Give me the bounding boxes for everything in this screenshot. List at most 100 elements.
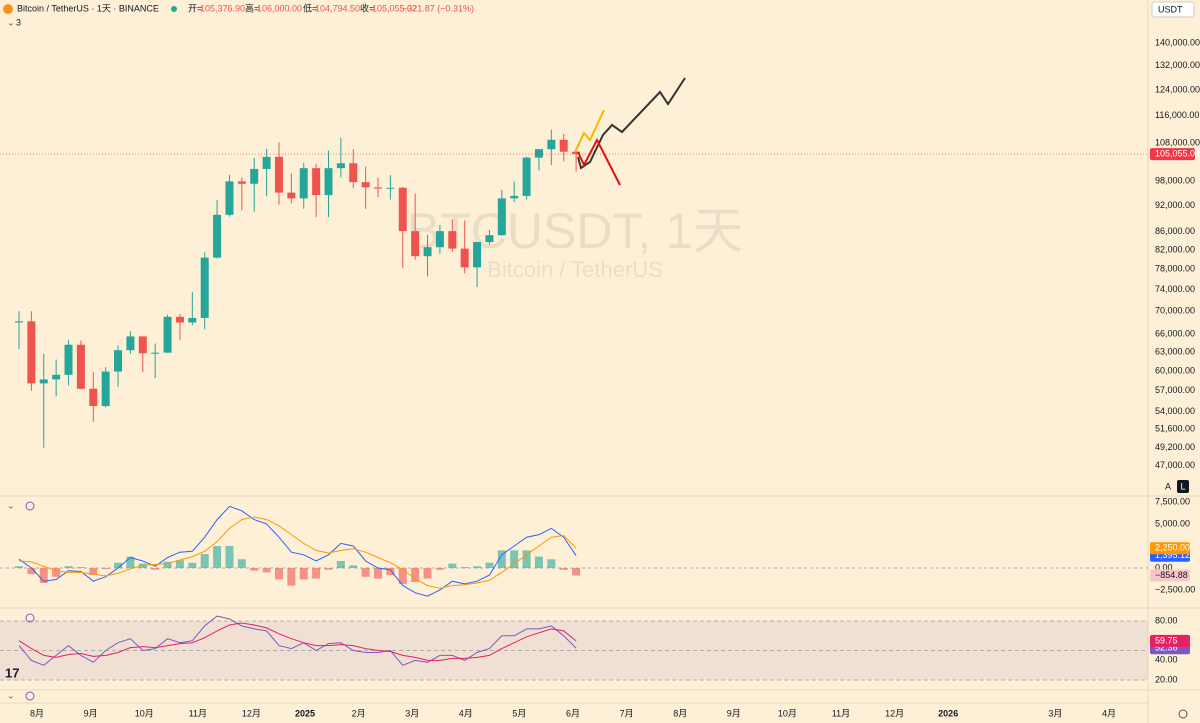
watermark-subtitle: Bitcoin / TetherUS [487, 257, 663, 282]
y-tick-label: 140,000.00 [1155, 37, 1200, 47]
histogram-bar [386, 568, 395, 576]
indicator-icon[interactable] [25, 691, 35, 701]
rsi-line [18, 615, 577, 666]
candle-body [64, 344, 73, 375]
ohlc-label: 收= [360, 2, 374, 13]
indicator-icon[interactable] [25, 501, 35, 511]
histogram-bar [423, 568, 432, 579]
candle-body [572, 151, 581, 155]
drawing-yellow [574, 109, 605, 153]
x-tick-label: 2月 [352, 708, 366, 718]
histogram-bar [522, 550, 531, 569]
candle-body [448, 231, 457, 249]
candle-body [27, 321, 36, 384]
logo: 17 [5, 665, 19, 680]
candle-body [547, 139, 556, 150]
status-dot [171, 6, 177, 12]
candle-body [126, 336, 135, 351]
candle-body [287, 192, 296, 199]
histogram-bar [287, 568, 296, 586]
candle-body [349, 163, 358, 183]
histogram-bar [15, 566, 23, 569]
histogram-bar [361, 568, 370, 577]
auto-button[interactable]: A [1165, 481, 1171, 491]
currency-box[interactable] [1151, 1, 1195, 18]
price-tag-label: 52.36 [1155, 643, 1178, 653]
x-tick-label: 10月 [135, 708, 154, 718]
candle-body [250, 168, 259, 184]
x-tick-label: 4月 [1102, 708, 1116, 718]
candle-body [559, 139, 568, 152]
y-tick-label: 54,000.00 [1155, 406, 1195, 416]
currency[interactable]: USDT [1158, 4, 1183, 14]
candle-body [138, 336, 147, 354]
candle-body [15, 321, 23, 323]
x-tick-label: 7月 [620, 708, 634, 718]
candle-body [39, 379, 48, 384]
candle-body [510, 195, 519, 199]
candle-body [361, 182, 370, 188]
collapse-arrow[interactable]: ⌄ [7, 500, 15, 510]
histogram-bar [114, 562, 123, 569]
price-tag-label: −854.88 [1155, 570, 1188, 580]
macd-line [18, 516, 577, 589]
symbol[interactable]: Bitcoin / TetherUS · 1天 · BINANCE [17, 3, 159, 13]
x-tick-label: 8月 [673, 708, 687, 718]
histogram-bar [27, 568, 36, 575]
price-tag-label: 59.75 [1155, 635, 1178, 645]
indicator-count[interactable]: 3 [16, 17, 21, 27]
log-button-bg[interactable] [1177, 480, 1189, 493]
log-button[interactable]: L [1180, 481, 1185, 491]
y-tick-label: 82,000.00 [1155, 244, 1195, 254]
ohlc-value: 106,000.00 [257, 3, 302, 13]
histogram-bar [374, 568, 383, 579]
y-tick-label: 49,200.00 [1155, 442, 1195, 452]
histogram-bar [324, 568, 333, 570]
y-tick-label: 74,000.00 [1155, 284, 1195, 294]
candle-body [423, 247, 432, 257]
ohlc-label: 高= [245, 2, 259, 13]
histogram-bar [448, 563, 457, 569]
histogram-bar [262, 568, 271, 573]
x-tick-label: 2025 [295, 708, 315, 718]
histogram-bar [250, 568, 259, 571]
macd-line [18, 505, 577, 597]
histogram-bar [485, 562, 494, 569]
candle-body [460, 248, 469, 268]
candle-body [312, 168, 321, 196]
y-tick-label: 92,000.00 [1155, 200, 1195, 210]
candle-body [473, 242, 482, 268]
candle-body [274, 156, 283, 193]
histogram-bar [76, 567, 85, 569]
histogram-bar [213, 546, 222, 569]
x-tick-label: 10月 [778, 708, 797, 718]
watermark-title: BTCUSDT, 1天 [407, 203, 743, 259]
x-tick-label: 11月 [832, 708, 850, 718]
ohlc-label: 低= [303, 2, 317, 13]
histogram-bar [398, 568, 407, 584]
candle-body [225, 181, 234, 215]
histogram-bar [237, 559, 246, 569]
collapse-arrow[interactable]: ⌄ [7, 690, 15, 700]
y-tick-label: 40.00 [1155, 655, 1178, 665]
candle-body [188, 317, 197, 323]
y-tick-label: 20.00 [1155, 674, 1178, 684]
x-tick-label: 8月 [30, 708, 44, 718]
y-tick-label: 124,000.00 [1155, 84, 1200, 94]
y-tick-label: 78,000.00 [1155, 264, 1195, 274]
settings-icon[interactable] [1178, 709, 1188, 719]
candle-body [114, 350, 123, 372]
rsi-line [18, 622, 577, 661]
histogram-bar [473, 566, 482, 569]
y-tick-label: 116,000.00 [1155, 110, 1199, 120]
candle-body [200, 257, 209, 318]
collapse-arrow[interactable]: ⌄ [7, 17, 15, 27]
indicator-icon[interactable] [25, 613, 35, 623]
candle-body [411, 231, 420, 257]
candle-body [151, 352, 160, 354]
y-tick-label: 70,000.00 [1155, 306, 1195, 316]
y-tick-label: 47,000.00 [1155, 460, 1195, 470]
x-tick-label: 11月 [189, 708, 207, 718]
candle-body [485, 235, 494, 243]
